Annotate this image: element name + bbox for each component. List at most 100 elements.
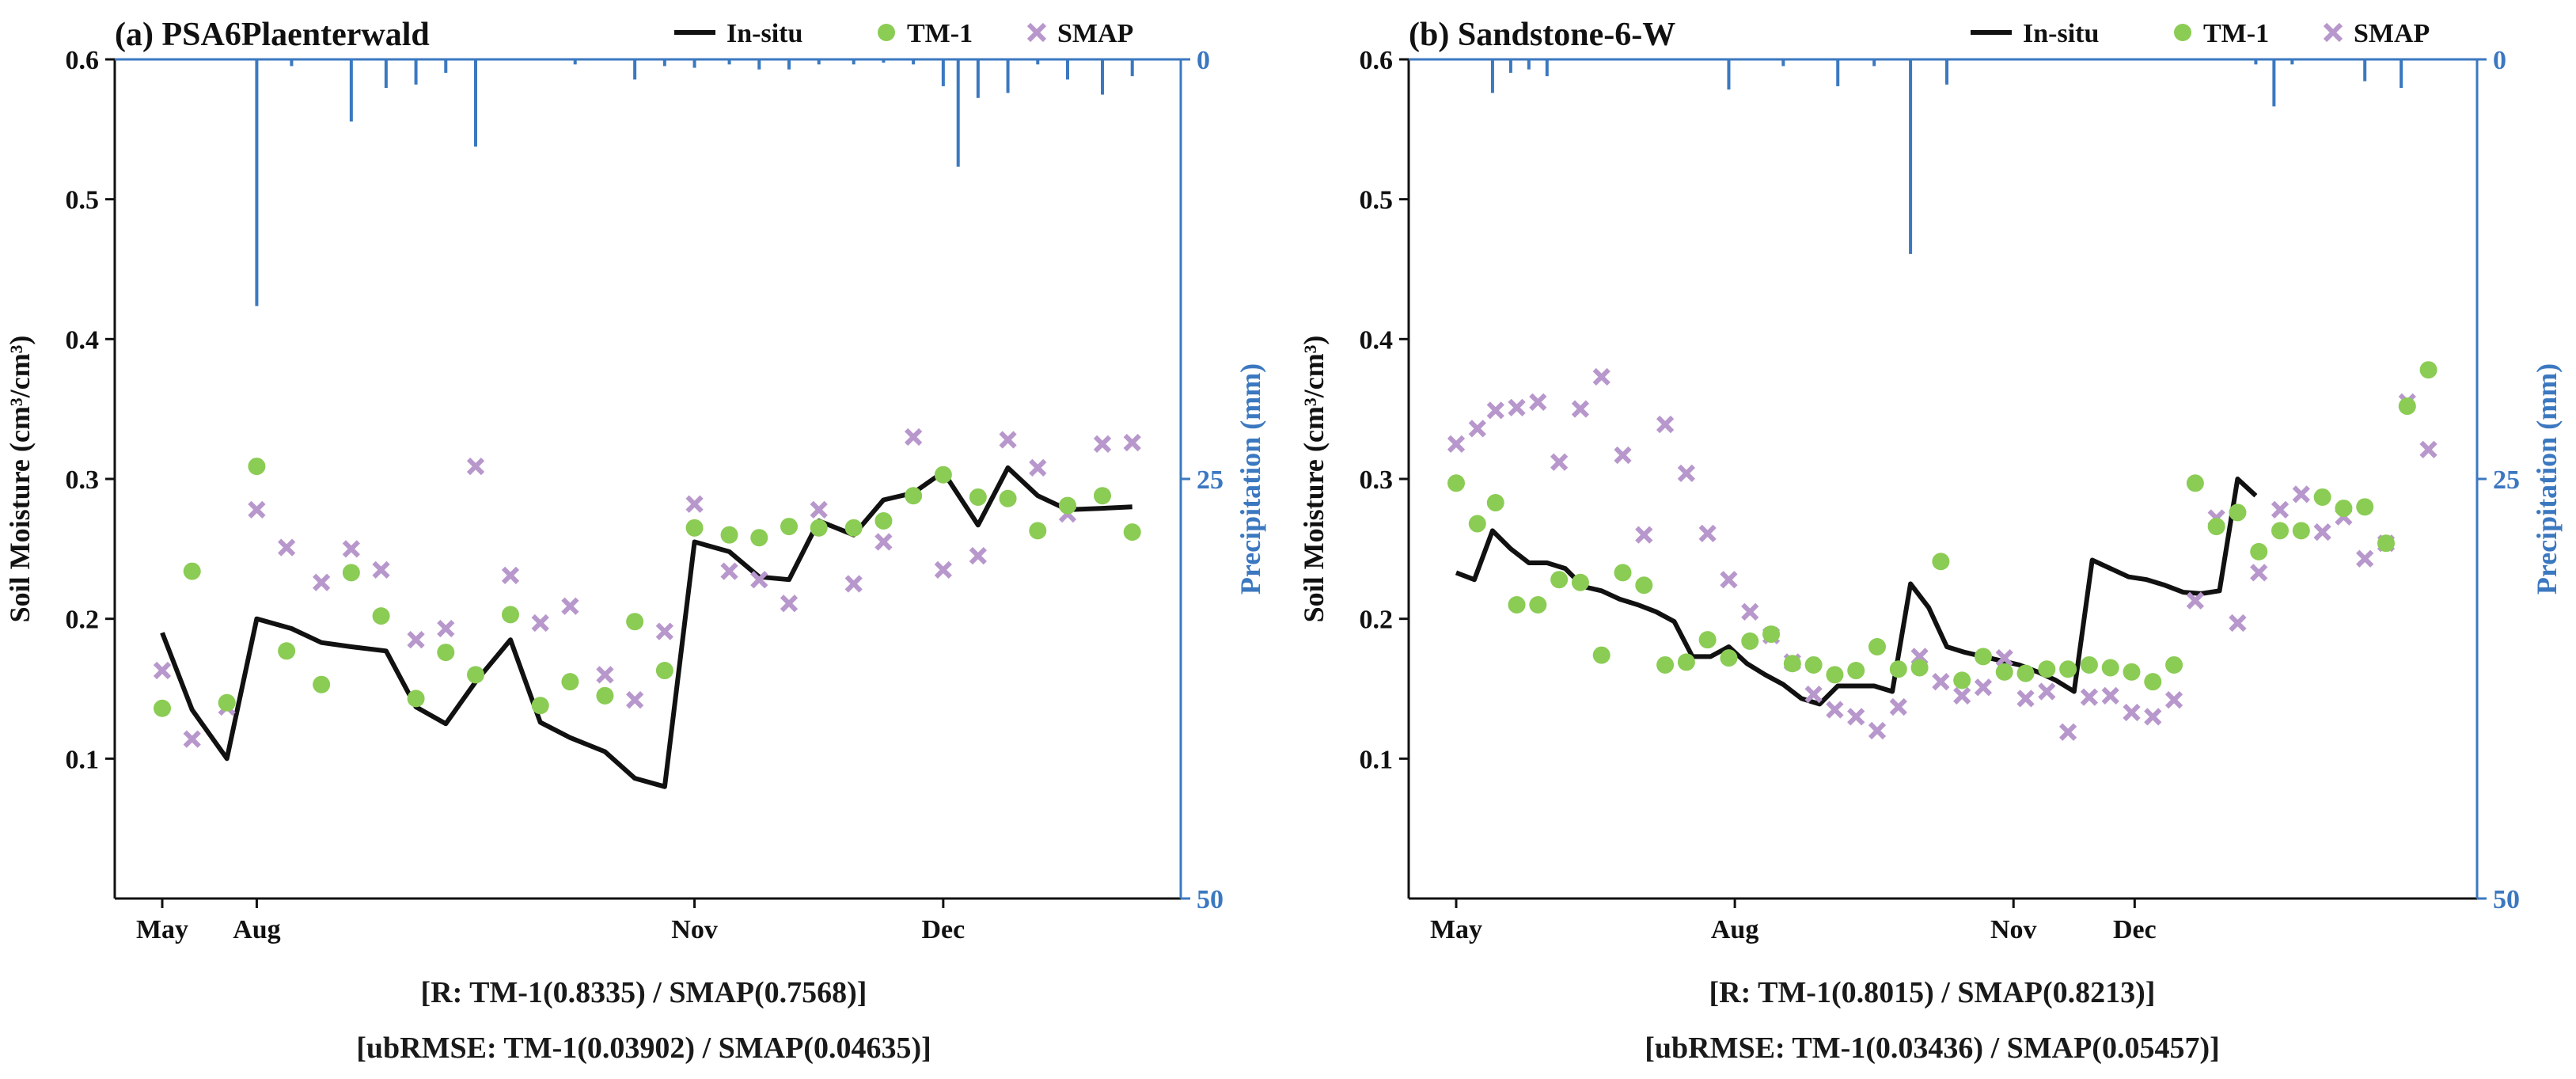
- b-smap-point: [2080, 688, 2099, 706]
- b-legend-smap-label: SMAP: [2354, 19, 2430, 48]
- a-tm1-point: [685, 519, 704, 537]
- a-insitu-line: [160, 465, 1132, 789]
- b-tm1-point: [1614, 564, 1632, 582]
- caption-r-a: [R: TM-1(0.8335) / SMAP(0.7568)]: [420, 976, 867, 1009]
- a-smap-point: [905, 427, 923, 446]
- a-tm1-point: [1123, 523, 1141, 541]
- a-tm1-point: [874, 512, 893, 530]
- b-legend-smap-swatch: [2323, 22, 2343, 43]
- a-smap-point: [750, 571, 768, 589]
- b-tm1-point: [2165, 655, 2183, 674]
- b-tm1-point: [2144, 673, 2162, 691]
- b-tm1-point: [1889, 660, 1907, 678]
- b-tm1-point: [1995, 663, 2013, 681]
- a-ytick-label: 0.3: [66, 465, 100, 495]
- a-tm1-point: [810, 519, 828, 537]
- b-ytick-label: 0.6: [1360, 46, 1394, 75]
- a-legend-smap-label: SMAP: [1057, 19, 1133, 48]
- a-smap-point: [720, 562, 738, 580]
- b-tm1-point: [1529, 596, 1547, 614]
- b-tm1-point: [1974, 648, 1992, 666]
- a-smap-point: [1093, 435, 1112, 453]
- a-title: (a) PSA6Plaenterwald: [115, 17, 430, 53]
- a-tm1-point: [720, 526, 738, 544]
- b-xtick-label: Dec: [2113, 915, 2157, 944]
- a-smap-point: [313, 573, 331, 591]
- b-tm1-point: [2377, 534, 2395, 553]
- b-tm1-point: [1783, 655, 1801, 673]
- b-tm1-point: [2313, 488, 2331, 506]
- a-tm1-point: [313, 675, 331, 693]
- a-smap-point: [626, 691, 644, 709]
- b-tm1-point: [1447, 474, 1465, 492]
- b-smap-point: [2123, 703, 2141, 722]
- b-xtick-label: Aug: [1711, 915, 1758, 944]
- a-ytick-label: 0.5: [66, 186, 100, 215]
- b-smap-point: [1698, 524, 1717, 543]
- a-tm1-point: [407, 690, 425, 708]
- a-y2tick-label: 50: [1197, 885, 1224, 914]
- b-smap-point: [1932, 673, 1950, 691]
- b-title: (b) Sandstone-6-W: [1409, 17, 1675, 53]
- a-smap-point: [810, 500, 828, 519]
- b-tm1-point: [1847, 662, 1865, 680]
- a-smap-point: [844, 575, 863, 593]
- b-tm1-point: [2186, 474, 2204, 492]
- a-tm1-point: [437, 644, 455, 662]
- a-tm1-point: [467, 666, 484, 684]
- caption-r-b: [R: TM-1(0.8015) / SMAP(0.8213)]: [1709, 976, 2156, 1009]
- b-smap-point: [1720, 571, 1738, 589]
- a-tm1-point: [969, 488, 987, 506]
- a-smap-point: [278, 538, 296, 557]
- a-ylabel: Soil Moisture (cm³/cm³): [4, 336, 36, 623]
- b-smap-point: [1468, 420, 1486, 438]
- b-tm1-point: [2080, 655, 2098, 674]
- a-y2label: Precipitation (mm): [1235, 363, 1266, 595]
- b-ytick-label: 0.5: [1360, 186, 1394, 215]
- b-smap-point: [1847, 708, 1865, 726]
- b-smap-point: [2356, 549, 2374, 568]
- chart-b: 0.1 0.2 0.3 0.4 0.5 0.6 0 25 50 May Aug Nov Dec Soil …: [1298, 17, 2563, 944]
- b-smap-point: [1656, 415, 1675, 434]
- b-tm1-point: [1720, 649, 1738, 667]
- b-tm1-point: [1804, 655, 1823, 674]
- b-smap-point: [2292, 485, 2310, 503]
- b-tm1-point: [1953, 671, 1971, 690]
- b-y2tick-label: 50: [2493, 885, 2520, 914]
- b-tm1-point: [2419, 361, 2438, 379]
- b-tm1-point: [2101, 659, 2119, 677]
- b-smap-point: [2101, 686, 2119, 705]
- a-tm1-point: [655, 662, 673, 680]
- b-smap-point: [2271, 500, 2290, 519]
- b-ytick-label: 0.3: [1360, 465, 1394, 495]
- b-tm1-point: [2207, 518, 2225, 536]
- b-smap-point: [2058, 723, 2077, 741]
- a-xtick-label: Dec: [921, 915, 965, 944]
- b-tm1-point: [1677, 653, 1695, 671]
- a-legend-insitu-label: In-situ: [727, 19, 802, 48]
- b-tm1-point: [1826, 666, 1844, 684]
- b-tm1-point: [1762, 625, 1781, 644]
- a-tm1-point: [531, 697, 549, 715]
- b-tm1-point: [1468, 515, 1486, 533]
- b-y2label: Precipitation (mm): [2531, 363, 2563, 595]
- a-tm1-point: [596, 686, 614, 705]
- b-tm1-point: [1741, 632, 1759, 650]
- a-legend-tm1-swatch: [878, 24, 895, 41]
- a-tm1-point: [278, 642, 296, 660]
- b-smap-point: [1614, 446, 1632, 465]
- b-smap-point: [1804, 685, 1823, 704]
- b-smap-point: [1447, 435, 1466, 453]
- a-ytick-label: 0.4: [66, 325, 100, 355]
- a-tm1-point: [1094, 487, 1111, 505]
- a-smap-point: [999, 431, 1017, 449]
- a-tm1-point: [372, 607, 390, 625]
- b-smap-point: [1974, 678, 1993, 697]
- b-tm1-point: [2250, 542, 2268, 560]
- a-smap-point: [466, 457, 485, 476]
- b-tm1-point: [1910, 659, 1929, 677]
- b-legend-tm1-label: TM-1: [2203, 19, 2269, 48]
- b-tm1-point: [2059, 660, 2077, 678]
- b-smap-point: [1571, 400, 1590, 418]
- b-smap-point: [1550, 453, 1569, 471]
